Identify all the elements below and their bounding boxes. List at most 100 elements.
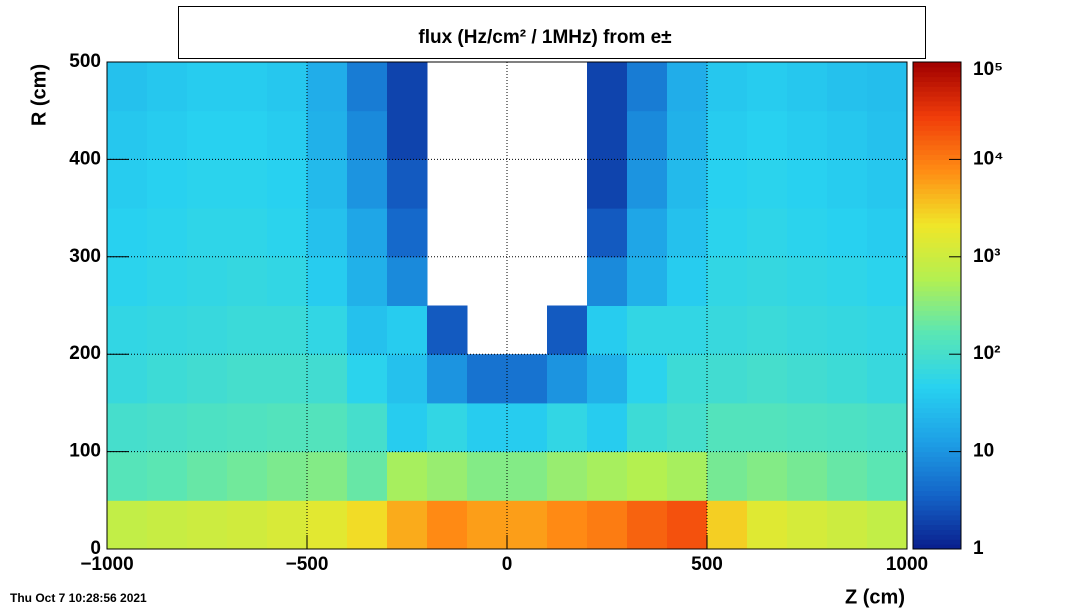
colorbar-segment [913,144,961,151]
colorbar-segment [913,324,961,331]
x-tick-label: 0 [502,554,513,575]
colorbar-segment [913,276,961,282]
colorbar-segment [913,412,961,419]
colorbar-segment [913,281,961,287]
colorbar-segment [913,495,961,501]
heatmap-cell [467,500,508,550]
colorbar-segment [913,86,961,92]
heatmap-cell [347,256,388,306]
heatmap-cell [667,208,708,258]
colorbar-segment [913,480,961,487]
heatmap-cell [307,500,348,550]
heatmap-cell [867,62,908,112]
heatmap-cell [147,451,188,501]
colorbar-tick-label: 10² [973,343,1000,364]
colorbar-segment [913,368,961,375]
colorbar-tick-label: 1 [973,538,984,559]
colorbar-segment [913,534,961,540]
heatmap-cell [787,451,828,501]
heatmap-cell [307,208,348,258]
heatmap-cell [867,208,908,258]
colorbar-segment [913,251,961,258]
heatmap-cell [747,500,788,550]
colorbar-segment [913,110,961,117]
heatmap-cell [147,62,188,112]
heatmap-cell [707,451,748,501]
colorbar-segment [913,315,961,321]
colorbar-tick-label: 10⁵ [973,59,1003,80]
colorbar-segment [913,105,961,112]
heatmap-cell [827,305,868,355]
colorbar-segment [913,436,961,443]
colorbar-segment [913,329,961,336]
heatmap-cell [707,159,748,209]
colorbar-segment [913,212,961,219]
heatmap-cell [267,256,308,306]
heatmap-cell [187,62,228,112]
y-tick-label: 0 [90,538,101,559]
colorbar-segment [913,451,961,457]
colorbar-segment [913,227,961,233]
colorbar-segment [913,130,961,136]
heatmap-cell [667,402,708,453]
heatmap-cell [627,110,668,160]
colorbar-segment [913,71,961,78]
heatmap-cell [107,159,148,209]
y-tick-label: 200 [69,343,101,364]
colorbar-segment [913,544,961,550]
colorbar-segment [913,198,961,204]
colorbar-segment [913,383,961,389]
colorbar-segment [913,320,961,326]
heatmap-cell [187,500,228,550]
heatmap-cell [307,256,348,306]
heatmap-cell [787,500,828,550]
colorbar-segment [913,120,961,126]
heatmap-cell [667,451,708,501]
colorbar-segment [913,66,961,73]
heatmap-cell [507,402,548,453]
heatmap-cell [267,208,308,258]
heatmap-cell [707,354,748,404]
heatmap-cell [387,159,428,209]
heatmap-cell [107,256,148,306]
colorbar-segment [913,466,961,472]
heatmap-cell [387,256,428,306]
heatmap-cell [227,305,268,355]
heatmap-cell [587,354,628,404]
heatmap-cell [667,305,708,355]
colorbar-segment [913,100,961,107]
heatmap-cell [827,110,868,160]
heatmap-cell [427,305,468,355]
heatmap-cell [747,451,788,501]
colorbar-segment [913,344,961,350]
heatmap-cell [627,208,668,258]
heatmap-cell [227,208,268,258]
x-tick-label: 500 [691,554,723,575]
heatmap-cell [227,500,268,550]
colorbar-segment [913,247,961,253]
heatmap-cell [387,402,428,453]
colorbar-tick-label: 10³ [973,246,1000,267]
heatmap-cell [267,451,308,501]
x-axis-label: Z (cm) [845,586,905,608]
heatmap-cell [147,256,188,306]
heatmap-cell [667,159,708,209]
heatmap-cell [227,256,268,306]
heatmap-cell [187,402,228,453]
heatmap-cell [827,354,868,404]
colorbar-segment [913,261,961,268]
heatmap-cell [627,256,668,306]
x-tick-label: 1000 [886,554,928,575]
heatmap-cell [867,110,908,160]
y-tick-label: 500 [69,51,101,72]
colorbar-segment [913,62,961,68]
y-axis-label: R (cm) [28,64,50,126]
heatmap-cell [307,62,348,112]
colorbar-segment [913,188,961,194]
colorbar-segment [913,339,961,345]
heatmap-cell [387,354,428,404]
heatmap-cell [147,402,188,453]
heatmap-cell [627,354,668,404]
heatmap-cell [267,159,308,209]
colorbar-segment [913,149,961,156]
